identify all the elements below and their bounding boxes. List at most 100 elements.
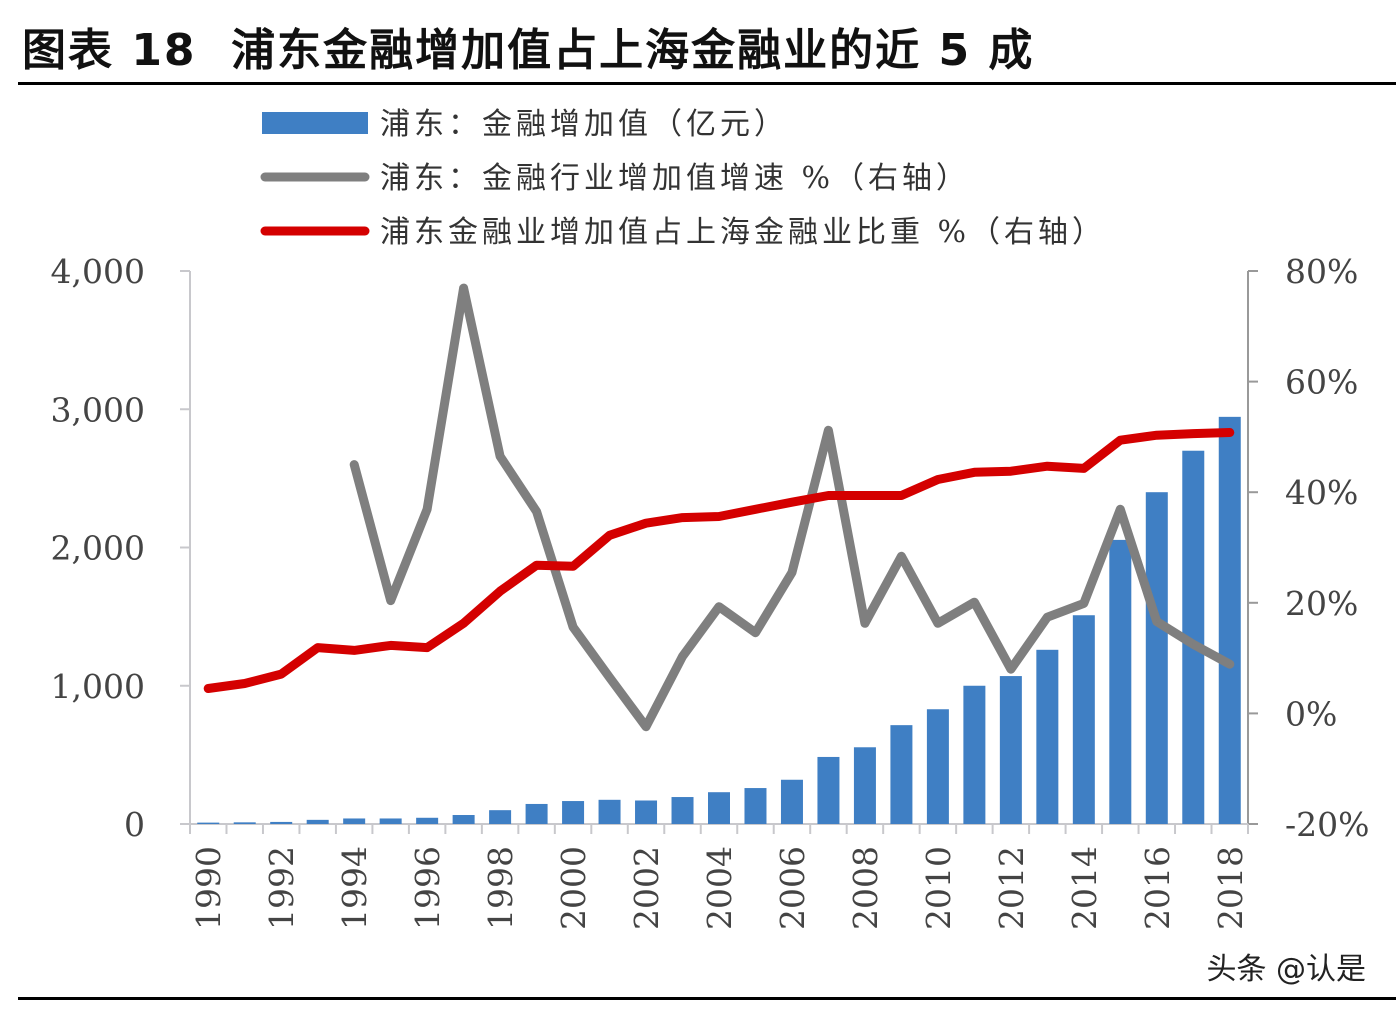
series-1-point-2004: [718, 605, 720, 608]
series-1-point-2010: [936, 622, 939, 625]
bar-1991: [233, 822, 256, 824]
bar-1995: [379, 818, 402, 824]
x-tick-label: 2008: [846, 846, 885, 930]
x-tick-label: 1990: [189, 846, 228, 930]
series-1-point-2012: [1009, 668, 1012, 671]
bar-2006: [780, 779, 803, 824]
x-tick-label: 1996: [408, 846, 447, 930]
x-tick-label: 1998: [481, 846, 520, 930]
bar-1992: [270, 821, 293, 824]
bar-1990: [197, 822, 220, 824]
x-tick-label: 2002: [627, 846, 666, 930]
series-2-point-2016: [1155, 434, 1158, 437]
x-tick-label: 2018: [1211, 846, 1250, 930]
series-2-point-2001: [608, 534, 611, 537]
legend-label: 浦东：金融增加值（亿元）: [380, 107, 788, 142]
series-2-point-1995: [389, 644, 392, 647]
series-1-point-1995: [389, 599, 392, 602]
series-1-point-2017: [1192, 643, 1195, 646]
series-1-point-1994: [353, 463, 356, 466]
series-2-point-1997: [462, 622, 465, 625]
series-2-point-2005: [754, 508, 757, 511]
series-2-point-2002: [645, 522, 648, 525]
bar-2011: [963, 685, 986, 824]
series-2-point-2006: [790, 501, 793, 504]
series-2-point-2018: [1228, 431, 1231, 434]
x-tick-label: 2004: [700, 846, 739, 930]
series-2-point-1990: [207, 687, 210, 690]
series-1-point-2013: [1046, 616, 1049, 619]
bar-2012: [999, 676, 1022, 824]
bar-2014: [1072, 615, 1095, 824]
bar-1994: [343, 818, 366, 824]
right-tick-label: 0%: [1285, 694, 1337, 733]
legend-label: 浦东：金融行业增加值增速 %（右轴）: [380, 161, 970, 196]
bar-2009: [890, 725, 913, 824]
right-tick-label: 40%: [1285, 473, 1358, 512]
series-1-point-2009: [900, 555, 903, 558]
series-1-point-2005: [754, 631, 757, 634]
series-1-point-2016: [1155, 620, 1158, 623]
bar-1997: [452, 815, 475, 824]
series-2-point-1994: [353, 649, 356, 652]
bar-2003: [671, 797, 694, 824]
series-1-point-2003: [681, 655, 684, 658]
x-tick-label: 1992: [262, 846, 301, 930]
series-2-point-2007: [827, 494, 830, 497]
bottom-rule: [18, 997, 1396, 1000]
legend-swatch-bar: [262, 112, 368, 134]
x-tick-label: 1994: [335, 846, 374, 930]
series-2-point-1998: [499, 590, 502, 593]
legend-label: 浦东金融业增加值占上海金融业比重 %（右轴）: [380, 215, 1106, 250]
x-tick-label: 2016: [1138, 846, 1177, 930]
title-rule: [18, 82, 1396, 85]
series-1-point-1998: [499, 455, 502, 458]
bar-2000: [562, 801, 585, 824]
series-1-point-1996: [426, 508, 429, 511]
series-2-point-2011: [973, 471, 976, 474]
bar-2002: [635, 800, 658, 824]
bar-1993: [306, 819, 329, 824]
series-2-point-1992: [280, 673, 283, 676]
x-tick-label: 2000: [554, 846, 593, 930]
right-tick-label: 80%: [1285, 252, 1358, 291]
bar-2013: [1036, 649, 1059, 824]
bar-1998: [489, 810, 512, 824]
right-tick-label: -20%: [1285, 805, 1370, 844]
x-tick-label: 2014: [1065, 846, 1104, 930]
series-2-point-2003: [681, 516, 684, 519]
series-1-point-2001: [608, 676, 611, 679]
series-2-point-2008: [863, 494, 866, 497]
right-tick-label: 20%: [1285, 584, 1358, 623]
series-1-point-2018: [1228, 663, 1231, 666]
series-1-point-1999: [535, 510, 538, 513]
bar-2017: [1182, 450, 1205, 824]
series-2-point-2009: [900, 494, 903, 497]
bar-2018: [1218, 416, 1241, 824]
series-1-point-2011: [973, 601, 976, 604]
left-tick-label: 2,000: [51, 529, 145, 568]
bar-1996: [416, 817, 439, 824]
x-tick-label: 2006: [773, 846, 812, 930]
series-line-1: [349, 283, 1235, 732]
bar-2001: [598, 799, 621, 824]
left-tick-label: 3,000: [51, 390, 145, 429]
series-1-point-2007: [827, 429, 830, 432]
bar-2008: [853, 747, 876, 824]
bar-2010: [926, 709, 949, 824]
series-1-point-2000: [572, 626, 575, 629]
series-2-point-2000: [572, 565, 575, 568]
watermark: 头条 @认是: [1206, 952, 1366, 987]
series-2-point-2012: [1009, 470, 1012, 473]
series-2-point-2004: [718, 515, 720, 518]
series-2-point-1999: [535, 564, 538, 567]
series-2-point-2013: [1046, 465, 1049, 468]
left-tick-label: 0: [124, 805, 145, 844]
series-2-point-2017: [1192, 432, 1195, 435]
series-2-point-2010: [936, 478, 939, 481]
series-1-point-2008: [863, 622, 866, 625]
series-2-point-2015: [1119, 439, 1122, 442]
chart-title: 图表 18 浦东金融增加值占上海金融业的近 5 成: [22, 25, 1035, 76]
series-1-point-1997: [462, 287, 465, 290]
